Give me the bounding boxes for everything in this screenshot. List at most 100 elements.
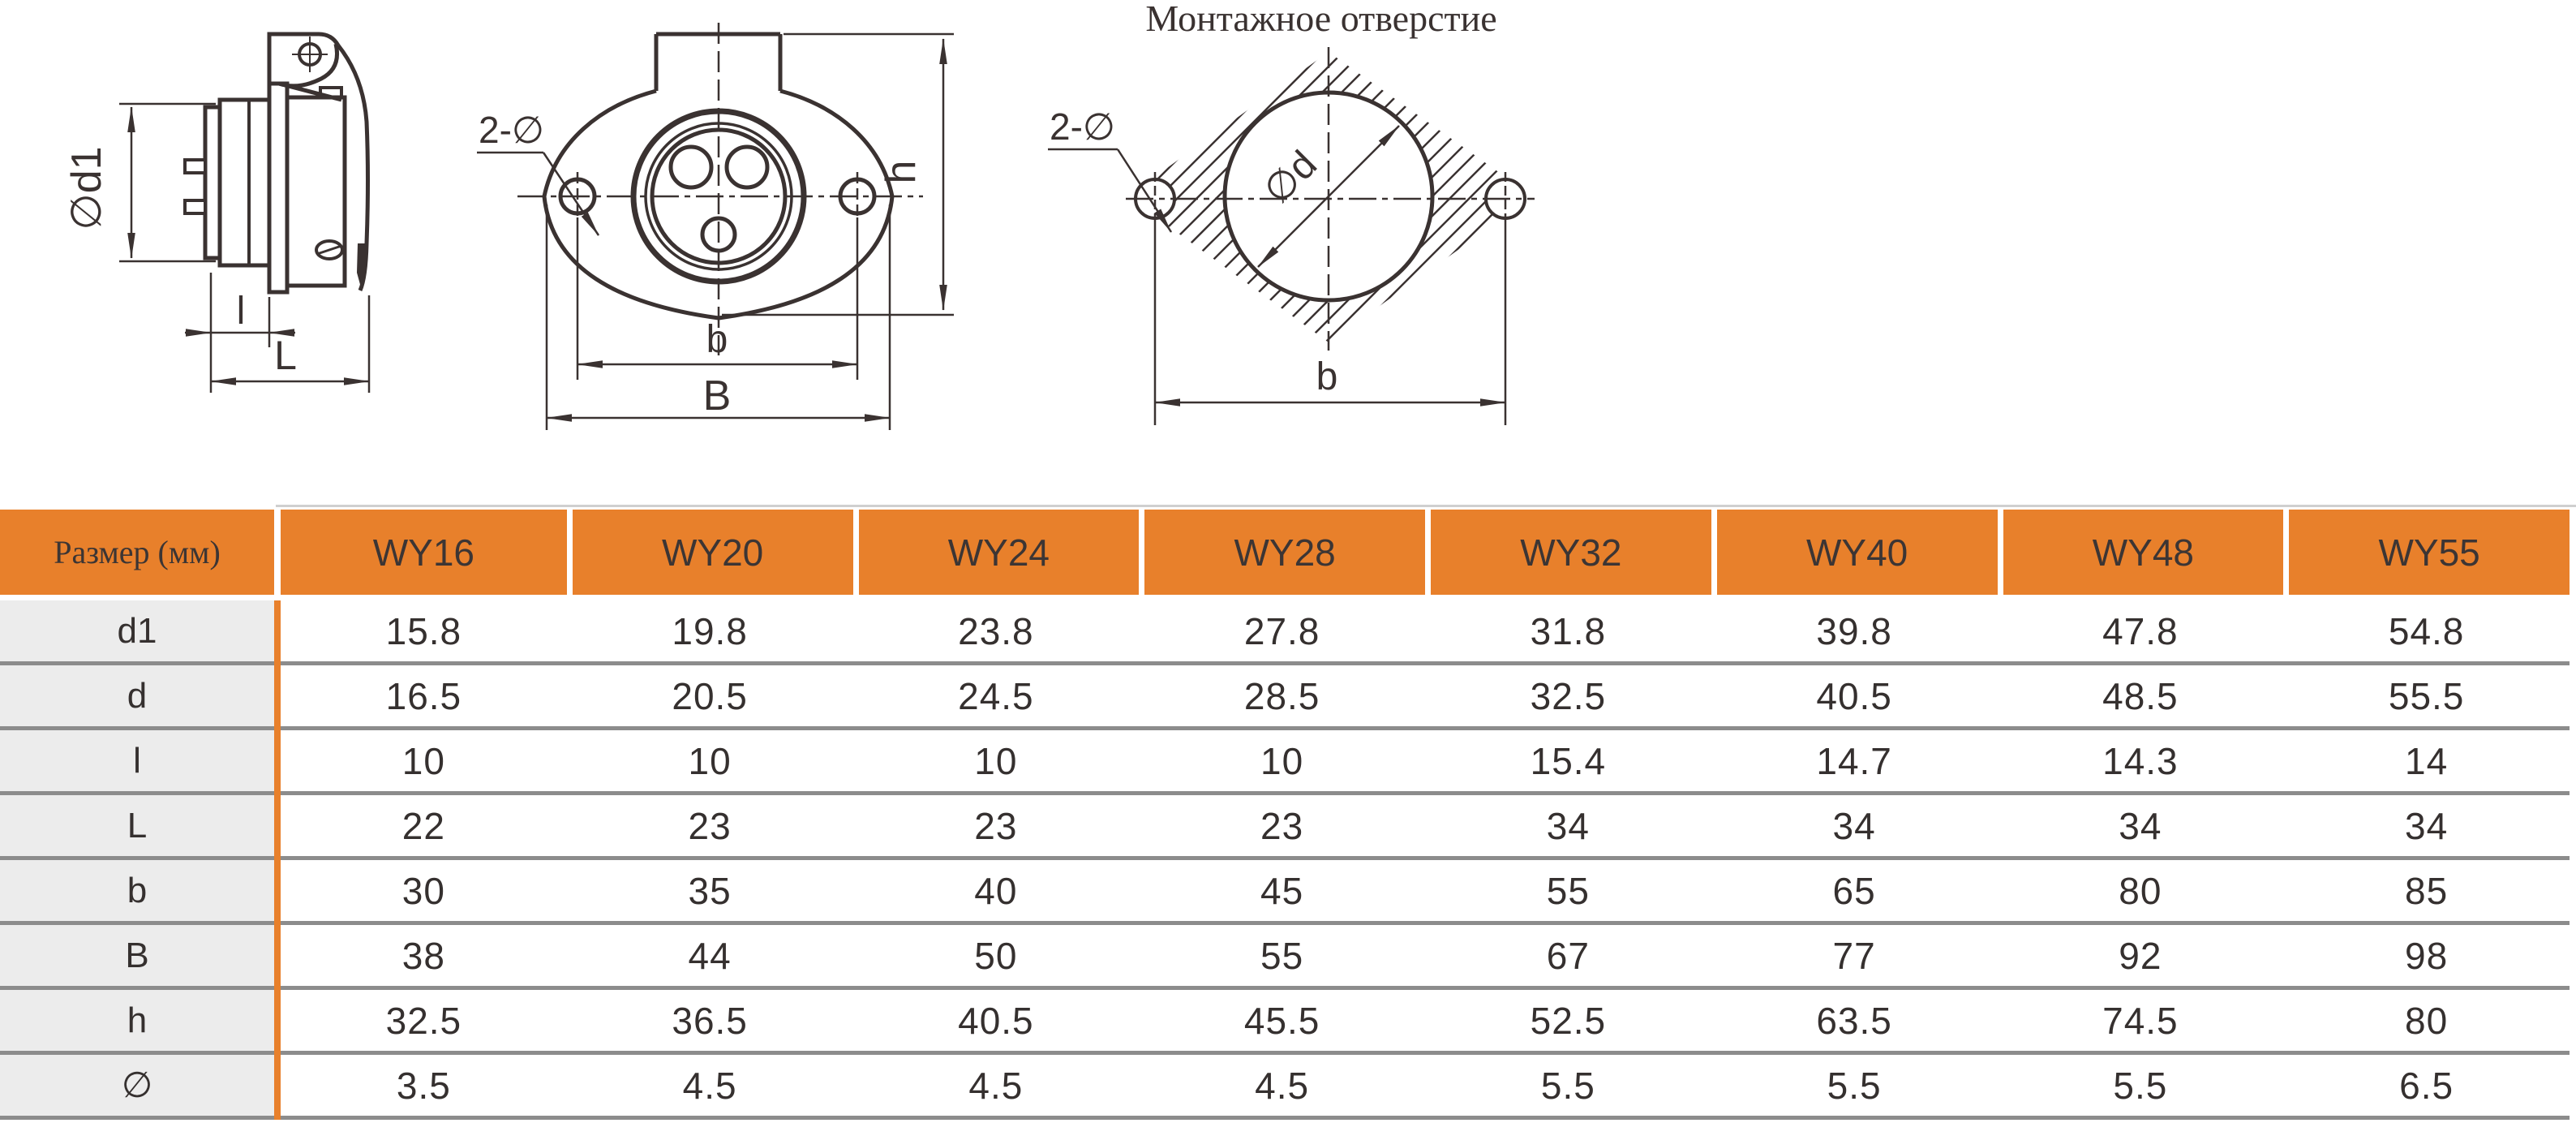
table-cell: 5.5	[1711, 1055, 1998, 1120]
dim-label-d1: ∅d1	[63, 146, 110, 230]
row-label-l: l	[0, 730, 274, 795]
table-header-size: Размер (мм)	[0, 510, 274, 595]
dim-label-front-b: b	[706, 318, 728, 361]
table-cell: 44	[566, 925, 853, 990]
table-cell: 30	[281, 860, 567, 925]
table-cell: 4.5	[1139, 1055, 1425, 1120]
table-top-border	[276, 505, 2576, 507]
table-cell: 65	[1711, 860, 1998, 925]
dim-label-mounting-b: b	[1316, 355, 1338, 398]
table-cell: 10	[852, 730, 1140, 795]
table-cell: 15.4	[1425, 730, 1711, 795]
table-header-wy24: WY24	[858, 510, 1140, 595]
table-cell: 74.5	[1997, 990, 2284, 1055]
ear-hole-crosshair	[292, 37, 328, 72]
dimension-d1: ∅d1	[63, 102, 216, 263]
table-cell: 55	[1425, 860, 1711, 925]
table-cell: 40	[852, 860, 1140, 925]
accent-stripe	[274, 795, 281, 860]
table-cell: 5.5	[1997, 1055, 2284, 1120]
dimension-screw-holes: 2-∅	[1048, 105, 1173, 233]
accent-stripe	[274, 1055, 281, 1120]
table-header-wy32: WY32	[1431, 510, 1711, 595]
table-cell: 63.5	[1711, 990, 1998, 1055]
table-cell: 80	[2283, 990, 2570, 1055]
row-label-h: h	[0, 990, 274, 1055]
table-cell: 23	[566, 795, 853, 860]
side-view-body	[183, 32, 370, 295]
dimension-h: h	[722, 32, 954, 316]
table-cell: 67	[1425, 925, 1711, 990]
side-view-drawing: ∅d1 l L	[63, 32, 371, 393]
table-cell: 19.8	[566, 600, 853, 665]
table-cell: 77	[1711, 925, 1998, 990]
dim-label-l: l	[237, 290, 246, 333]
table-cell: 34	[1711, 795, 1998, 860]
table-cell: 14	[2283, 730, 2570, 795]
accent-stripe	[274, 925, 281, 990]
table-cell: 32.5	[281, 990, 567, 1055]
table-cell: 34	[1425, 795, 1711, 860]
table-header-wy48: WY48	[2003, 510, 2284, 595]
table-cell: 5.5	[1425, 1055, 1711, 1120]
dimension-front-b: b	[576, 217, 859, 380]
table-cell: 34	[1997, 795, 2284, 860]
table-header-wy16: WY16	[281, 510, 567, 595]
table-cell: 92	[1997, 925, 2284, 990]
table-cell: 55.5	[2283, 665, 2570, 730]
table-cell: 98	[2283, 925, 2570, 990]
dim-label-L: L	[274, 333, 297, 378]
table-cell: 4.5	[852, 1055, 1140, 1120]
table-cell: 27.8	[1139, 600, 1425, 665]
table-cell: 52.5	[1425, 990, 1711, 1055]
mounting-hole-drawing: Монтажное отверстие	[1048, 0, 1535, 425]
table-header-wy28: WY28	[1144, 510, 1425, 595]
dimension-front-B: B	[545, 204, 891, 430]
table-cell: 40.5	[852, 990, 1140, 1055]
table-cell: 39.8	[1711, 600, 1998, 665]
table-cell: 31.8	[1425, 600, 1711, 665]
table-cell: 16.5	[281, 665, 567, 730]
table-cell: 6.5	[2283, 1055, 2570, 1120]
table-cell: 36.5	[566, 990, 853, 1055]
dimension-L: L	[210, 295, 371, 393]
row-label-L: L	[0, 795, 274, 860]
table-cell: 50	[852, 925, 1140, 990]
table-cell: 45.5	[1139, 990, 1425, 1055]
table-cell: 10	[1139, 730, 1425, 795]
table-cell: 28.5	[1139, 665, 1425, 730]
table-cell: 55	[1139, 925, 1425, 990]
row-label-d: d	[0, 665, 274, 730]
row-label-b: b	[0, 860, 274, 925]
table-cell: 24.5	[852, 665, 1140, 730]
table-cell: 38	[281, 925, 567, 990]
table-cell: 10	[281, 730, 567, 795]
dimension-front-holes: 2-∅	[477, 109, 600, 236]
mounting-hole-title: Монтажное отверстие	[1145, 0, 1496, 39]
table-cell: 4.5	[566, 1055, 853, 1120]
row-label-diameter: ∅	[0, 1055, 274, 1120]
dim-label-front-holes: 2-∅	[479, 109, 544, 151]
table-cell: 34	[2283, 795, 2570, 860]
table-cell: 15.8	[281, 600, 567, 665]
table-cell: 54.8	[2283, 600, 2570, 665]
dimension-mounting-b: b	[1153, 223, 1507, 425]
flange-outline	[542, 32, 895, 321]
table-cell: 22	[281, 795, 567, 860]
front-view-drawing: 2-∅ h b B	[477, 23, 954, 430]
table-cell: 85	[2283, 860, 2570, 925]
table-header-wy20: WY20	[572, 510, 853, 595]
dim-label-front-B: B	[703, 372, 732, 420]
accent-stripe	[274, 665, 281, 730]
table-cell: 14.7	[1711, 730, 1998, 795]
accent-stripe	[274, 990, 281, 1055]
accent-stripe	[274, 600, 281, 665]
table-cell: 47.8	[1997, 600, 2284, 665]
accent-stripe	[274, 860, 281, 925]
dimension-l: l	[185, 273, 295, 393]
table-cell: 3.5	[281, 1055, 567, 1120]
table-cell: 35	[566, 860, 853, 925]
technical-drawings: ∅d1 l L	[63, 0, 1535, 430]
table-cell: 23	[1139, 795, 1425, 860]
table-cell: 45	[1139, 860, 1425, 925]
